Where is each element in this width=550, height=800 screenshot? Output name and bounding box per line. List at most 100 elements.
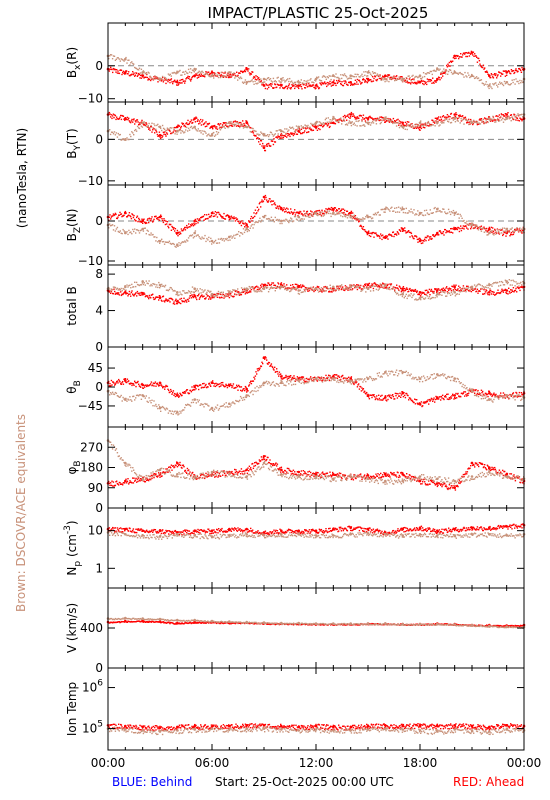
data-sample	[473, 75, 475, 78]
data-sample	[474, 227, 476, 229]
data-sample	[501, 227, 504, 229]
chart-title: IMPACT/PLASTIC 25-Oct-2025	[208, 4, 429, 22]
data-sample	[110, 385, 112, 387]
data-sample	[296, 128, 299, 130]
data-sample	[353, 214, 355, 216]
data-sample	[185, 241, 187, 243]
data-sample	[429, 209, 431, 211]
data-sample	[199, 237, 201, 239]
data-sample	[513, 72, 515, 75]
data-sample	[256, 79, 258, 81]
data-sample	[255, 82, 257, 85]
data-sample	[297, 127, 300, 129]
data-sample	[476, 225, 478, 227]
data-sample	[238, 121, 241, 124]
data-sample	[146, 219, 149, 221]
data-sample	[329, 284, 331, 286]
data-sample	[277, 286, 279, 289]
data-sample	[216, 74, 219, 76]
data-sample	[439, 68, 441, 70]
data-sample	[208, 298, 210, 300]
data-sample	[354, 73, 356, 75]
data-sample	[239, 124, 242, 126]
data-sample	[453, 226, 455, 229]
data-sample	[438, 116, 440, 118]
data-sample	[256, 133, 258, 135]
data-sample	[489, 228, 491, 231]
data-sample	[314, 288, 316, 290]
data-sample	[354, 116, 356, 118]
data-sample	[426, 292, 429, 294]
data-sample	[210, 135, 212, 137]
data-sample	[520, 69, 522, 72]
data-sample	[430, 288, 433, 291]
data-sample	[208, 290, 210, 292]
data-sample	[404, 212, 406, 214]
data-sample	[453, 55, 455, 57]
data-sample	[420, 242, 423, 245]
data-sample	[467, 52, 469, 54]
data-sample	[138, 73, 141, 76]
data-sample	[424, 80, 426, 83]
data-sample	[165, 241, 168, 243]
data-sample	[296, 287, 299, 289]
data-sample	[401, 121, 403, 124]
data-sample	[171, 393, 173, 395]
data-sample	[371, 117, 373, 119]
data-sample	[115, 118, 117, 121]
data-sample	[272, 287, 275, 289]
data-sample	[443, 122, 445, 124]
data-sample	[274, 204, 277, 206]
data-sample	[287, 78, 289, 80]
data-sample	[246, 289, 249, 291]
data-sample	[273, 221, 275, 223]
data-sample	[513, 230, 515, 232]
data-sample	[127, 233, 129, 236]
data-sample	[297, 215, 299, 217]
data-sample	[240, 77, 243, 80]
data-sample	[194, 121, 197, 123]
data-sample	[213, 296, 215, 299]
data-sample	[347, 214, 350, 217]
data-sample	[196, 117, 198, 119]
data-sample	[185, 226, 187, 229]
data-sample	[509, 284, 511, 286]
data-sample	[136, 72, 138, 74]
data-sample	[321, 76, 324, 78]
data-sample	[122, 71, 124, 74]
data-sample	[198, 236, 200, 238]
data-sample	[320, 287, 323, 289]
data-sample	[300, 79, 302, 81]
data-sample	[357, 286, 359, 289]
data-sample	[180, 228, 183, 230]
data-sample	[319, 128, 321, 131]
data-sample	[327, 77, 329, 79]
data-sample	[353, 122, 355, 124]
data-sample	[345, 81, 347, 83]
data-sample	[203, 130, 205, 132]
data-sample	[308, 126, 310, 129]
data-sample	[316, 120, 318, 123]
data-sample	[165, 220, 167, 222]
data-sample	[152, 129, 154, 131]
data-sample	[136, 290, 139, 293]
data-sample	[230, 294, 232, 297]
data-sample	[498, 233, 501, 235]
data-sample	[504, 113, 507, 115]
data-sample	[319, 212, 322, 214]
data-sample	[118, 292, 120, 294]
data-sample	[292, 83, 295, 85]
data-sample	[327, 124, 329, 126]
data-sample	[303, 379, 305, 381]
data-sample	[246, 120, 248, 122]
data-sample	[489, 83, 491, 85]
data-sample	[364, 79, 367, 82]
data-sample	[190, 225, 193, 227]
data-sample	[292, 376, 294, 379]
data-sample	[247, 288, 249, 290]
data-sample	[396, 211, 399, 213]
data-sample	[438, 69, 440, 71]
data-sample	[376, 73, 379, 75]
data-sample	[129, 215, 131, 217]
